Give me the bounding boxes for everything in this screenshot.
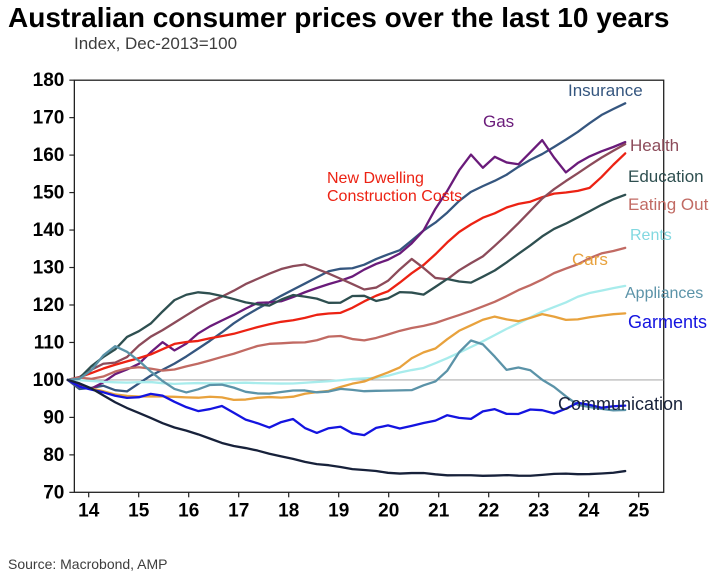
svg-text:180: 180: [33, 70, 65, 91]
svg-text:Garments: Garments: [628, 312, 707, 332]
svg-text:80: 80: [43, 445, 64, 466]
svg-text:Health: Health: [630, 136, 679, 155]
svg-text:140: 140: [33, 220, 65, 241]
svg-text:21: 21: [428, 500, 450, 521]
svg-text:70: 70: [43, 482, 64, 503]
svg-text:Eating Out: Eating Out: [628, 195, 709, 214]
svg-text:18: 18: [278, 500, 299, 521]
svg-text:15: 15: [128, 500, 150, 521]
svg-text:23: 23: [528, 500, 549, 521]
svg-text:100: 100: [33, 370, 65, 391]
svg-text:25: 25: [628, 500, 650, 521]
svg-text:Education: Education: [628, 167, 704, 186]
svg-text:170: 170: [33, 108, 65, 129]
svg-text:110: 110: [34, 332, 65, 353]
svg-text:19: 19: [328, 500, 349, 521]
svg-text:16: 16: [178, 500, 199, 521]
svg-text:160: 160: [33, 145, 65, 166]
svg-text:90: 90: [43, 407, 64, 428]
svg-text:Gas: Gas: [483, 112, 514, 131]
svg-text:Cars: Cars: [572, 250, 608, 269]
svg-text:24: 24: [578, 500, 600, 521]
svg-text:20: 20: [378, 500, 399, 521]
svg-text:New Dwelling: New Dwelling: [327, 170, 424, 187]
svg-text:120: 120: [33, 295, 65, 316]
svg-text:Appliances: Appliances: [625, 285, 703, 302]
svg-text:14: 14: [78, 500, 100, 521]
svg-text:150: 150: [33, 183, 65, 204]
svg-text:Communication: Communication: [558, 394, 683, 414]
svg-text:22: 22: [478, 500, 499, 521]
svg-text:Rents: Rents: [630, 227, 672, 244]
svg-text:Construction Costs: Construction Costs: [327, 188, 462, 205]
svg-text:17: 17: [228, 500, 249, 521]
svg-text:130: 130: [33, 258, 65, 279]
svg-text:Insurance: Insurance: [568, 81, 643, 100]
